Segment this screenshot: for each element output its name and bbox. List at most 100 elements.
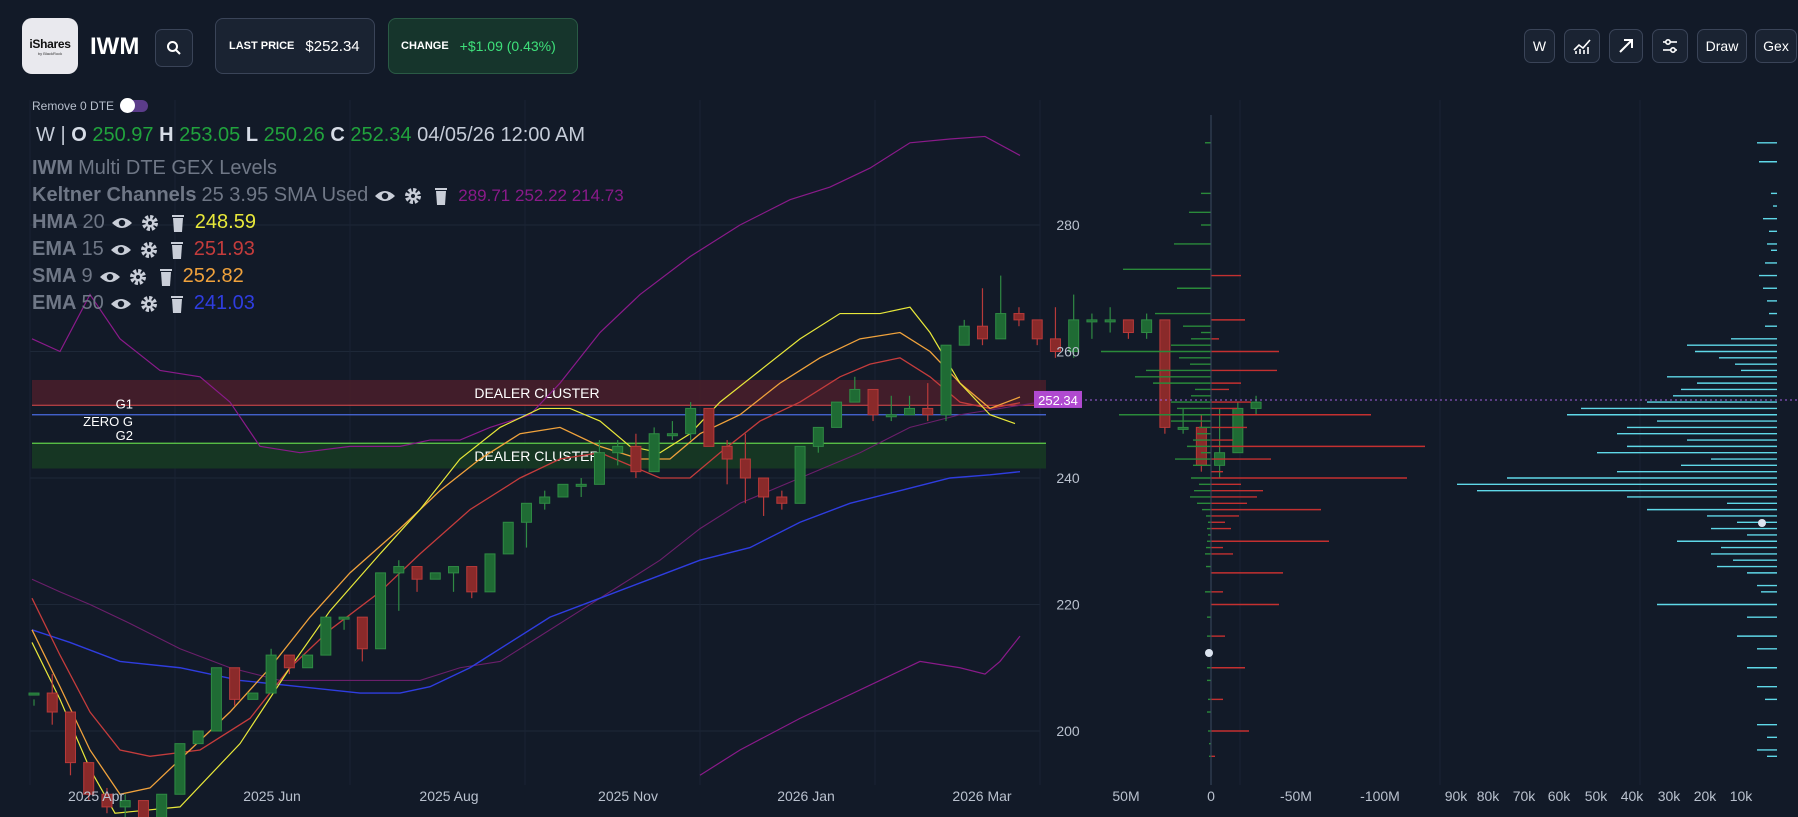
x-tick-label: 2025 Jun — [243, 788, 301, 804]
candle-body — [648, 433, 660, 473]
candle-body — [119, 800, 131, 808]
candle-body — [721, 445, 733, 460]
oi-x-tick-label: 70k — [1513, 788, 1537, 804]
candle-body — [1214, 452, 1226, 466]
indicator-params: 15 — [81, 238, 104, 260]
ema15-line — [31, 357, 1021, 757]
candle-body — [1250, 401, 1262, 409]
gex-x-tick-label: -50M — [1280, 788, 1312, 804]
trash-icon[interactable] — [155, 267, 177, 287]
candle-body — [630, 445, 642, 473]
candle-body — [1122, 319, 1134, 334]
y-tick-label: 200 — [1056, 723, 1080, 739]
search-button[interactable] — [155, 29, 193, 67]
indicator-values: 289.71 252.22 214.73 — [458, 185, 624, 205]
candle-body — [338, 616, 350, 620]
low-value: 250.26 — [263, 124, 325, 146]
candle-body — [356, 616, 368, 650]
indicator-name: EMA — [32, 238, 77, 260]
gear-icon[interactable] — [138, 240, 160, 260]
candle-body — [557, 483, 569, 498]
trash-icon[interactable] — [167, 213, 189, 233]
candle-body — [593, 452, 605, 485]
indicator-value: 248.59 — [194, 211, 256, 233]
candle-body — [1232, 407, 1244, 454]
gear-icon[interactable] — [138, 294, 160, 314]
eye-icon[interactable] — [111, 213, 133, 233]
candle-body — [283, 654, 295, 669]
candle-body — [1031, 319, 1043, 340]
candle-body — [794, 445, 806, 504]
open-label: O — [71, 124, 87, 146]
y-tick-label: 280 — [1056, 217, 1080, 233]
candle-body — [666, 433, 678, 437]
indicator-name: HMA — [32, 211, 78, 233]
candle-body — [612, 445, 624, 454]
eye-icon[interactable] — [374, 186, 396, 206]
candle-body — [812, 426, 824, 447]
candle-body — [247, 692, 259, 700]
candle-body — [685, 407, 697, 435]
indicator-row-ema50: EMA 50 241.03 — [32, 292, 255, 315]
ema50-line — [31, 470, 1021, 694]
oi-x-tick-label: 50k — [1585, 788, 1609, 804]
candle-body — [466, 566, 478, 593]
candle-body — [1104, 319, 1116, 323]
oi-x-tick-label: 30k — [1658, 788, 1682, 804]
candle-body — [28, 692, 40, 696]
gex-button[interactable]: Gex — [1755, 29, 1797, 63]
bar-datetime: 04/05/26 12:00 AM — [417, 124, 585, 146]
eye-icon[interactable] — [110, 294, 132, 314]
keltner-mid-line — [31, 401, 1041, 681]
candle-body — [1086, 319, 1098, 323]
candle-body — [302, 654, 314, 669]
candle-body — [849, 388, 861, 403]
candle-body — [265, 654, 277, 694]
indicator-value: 251.93 — [193, 238, 255, 260]
trash-icon[interactable] — [430, 186, 452, 206]
candle-body — [192, 730, 204, 745]
indicator-title: Multi DTE GEX Levels — [78, 157, 278, 179]
indicator-params: 50 — [81, 292, 104, 314]
remove-0dte-toggle[interactable] — [120, 98, 149, 113]
x-tick-label: 2025 Apr — [68, 788, 124, 804]
gex-marker-dot — [1205, 649, 1213, 657]
remove-0dte-toggle-row: Remove 0 DTE — [32, 98, 149, 113]
candle-body — [1068, 319, 1080, 352]
draw-button[interactable]: Draw — [1697, 29, 1747, 63]
eye-icon[interactable] — [110, 240, 132, 260]
indicator-name: EMA — [32, 292, 77, 314]
candle-body — [137, 800, 149, 817]
timeframe-button[interactable]: W — [1524, 29, 1555, 63]
logo-subtext: by BlackRock — [37, 50, 63, 56]
y-tick-label: 220 — [1056, 597, 1080, 613]
y-tick-label: 240 — [1056, 470, 1080, 486]
gear-icon[interactable] — [127, 267, 149, 287]
gear-icon[interactable] — [139, 213, 161, 233]
trash-icon[interactable] — [166, 240, 188, 260]
remove-0dte-label: Remove 0 DTE — [32, 99, 115, 113]
candle-body — [429, 572, 441, 580]
gear-icon[interactable] — [402, 186, 424, 206]
candle-body — [1177, 426, 1189, 430]
g1-label: G1 — [116, 396, 133, 411]
candle-body — [922, 407, 934, 416]
chart-type-button[interactable] — [1564, 29, 1600, 63]
indicator-symbol: IWM — [32, 157, 74, 179]
change-value: +$1.09 (0.43%) — [459, 38, 556, 54]
trend-line-button[interactable] — [1609, 29, 1643, 63]
eye-icon[interactable] — [99, 267, 121, 287]
indicator-row-hma: HMA 20 248.59 — [32, 211, 256, 234]
settings-button[interactable] — [1652, 29, 1688, 63]
candle-body — [1195, 426, 1207, 466]
candle-body — [539, 496, 551, 504]
ticker-symbol: IWM — [90, 33, 140, 60]
last-price-tag-bg — [1034, 390, 1082, 408]
indicator-value: 241.03 — [193, 292, 255, 314]
candle-body — [156, 793, 168, 817]
ohlc-timeframe: W — [36, 124, 55, 146]
candle-body — [448, 566, 460, 574]
trash-icon[interactable] — [166, 294, 188, 314]
dealer-cluster-lower-zone — [32, 443, 1046, 469]
